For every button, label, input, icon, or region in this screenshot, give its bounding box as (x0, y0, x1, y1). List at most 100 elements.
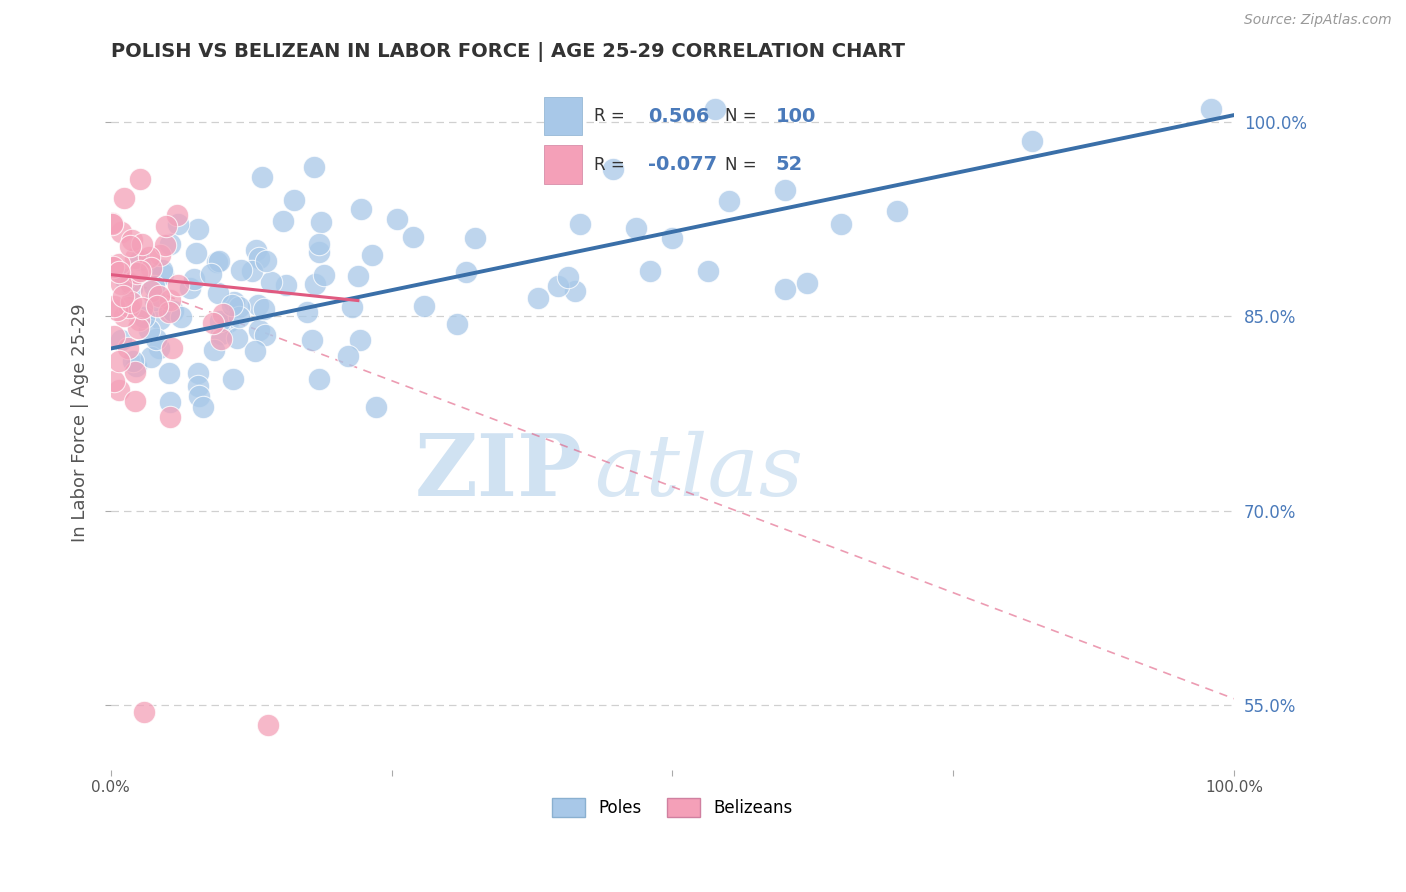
Point (245, 243, 267, 257)
Point (155, 219, 177, 234)
Point (297, 304, 319, 318)
Point (101, 260, 124, 274)
Point (162, 304, 184, 318)
Point (337, 349, 360, 363)
Point (602, 161, 624, 176)
Point (159, 410, 181, 425)
Point (301, 333, 323, 347)
Text: ZIP: ZIP (415, 430, 582, 514)
Point (159, 236, 181, 251)
Point (110, 226, 132, 240)
Point (221, 298, 243, 312)
Point (308, 244, 330, 259)
Point (830, 217, 852, 231)
Point (170, 310, 193, 324)
Point (222, 295, 245, 310)
Point (886, 204, 908, 219)
Point (526, 291, 548, 305)
Point (366, 400, 388, 414)
Point (717, 194, 740, 209)
Point (253, 328, 276, 343)
Point (412, 299, 434, 313)
Point (139, 284, 162, 298)
Point (103, 299, 125, 313)
Point (101, 260, 124, 274)
Point (138, 322, 160, 336)
Point (157, 366, 180, 380)
Point (547, 279, 569, 293)
Point (302, 160, 325, 174)
Point (103, 374, 125, 388)
Point (1021, 134, 1043, 148)
Y-axis label: In Labor Force | Age 25-29: In Labor Force | Age 25-29 (72, 304, 89, 542)
Point (152, 267, 174, 281)
Point (114, 272, 136, 286)
Point (208, 254, 231, 268)
Point (131, 236, 153, 251)
Point (402, 229, 425, 244)
Point (308, 372, 330, 386)
Point (153, 238, 176, 252)
Point (100, 216, 122, 230)
Point (184, 246, 207, 260)
Point (226, 331, 249, 345)
Point (304, 277, 326, 292)
Point (205, 255, 228, 269)
Point (314, 268, 336, 283)
Point (209, 327, 232, 342)
Text: POLISH VS BELIZEAN IN LABOR FORCE | AGE 25-29 CORRELATION CHART: POLISH VS BELIZEAN IN LABOR FORCE | AGE … (111, 42, 905, 62)
Point (160, 341, 183, 355)
Text: atlas: atlas (593, 430, 803, 513)
Point (696, 264, 718, 278)
Point (187, 222, 209, 236)
Point (456, 265, 478, 279)
Point (217, 315, 239, 329)
Point (128, 171, 150, 186)
Point (283, 193, 305, 207)
Text: Source: ZipAtlas.com: Source: ZipAtlas.com (1244, 13, 1392, 28)
Point (661, 231, 683, 245)
Point (254, 253, 277, 268)
Point (464, 230, 486, 244)
Point (350, 202, 373, 216)
Point (246, 298, 269, 312)
Point (129, 264, 152, 278)
Point (111, 289, 134, 303)
Point (108, 383, 131, 397)
Point (222, 371, 245, 385)
Point (349, 333, 371, 347)
Point (124, 393, 146, 408)
Point (159, 395, 181, 409)
Point (166, 278, 188, 293)
Point (568, 217, 591, 231)
Point (187, 378, 209, 392)
Point (141, 261, 163, 276)
Point (247, 251, 270, 265)
Point (257, 717, 280, 731)
Point (149, 312, 172, 326)
Point (108, 354, 131, 368)
Point (202, 316, 225, 330)
Point (242, 264, 264, 278)
Point (187, 389, 209, 403)
Point (446, 317, 468, 331)
Point (253, 302, 276, 317)
Point (243, 343, 266, 358)
Point (114, 310, 136, 324)
Point (124, 252, 146, 266)
Point (146, 299, 169, 313)
Point (1201, 102, 1223, 116)
Point (124, 365, 146, 379)
Point (110, 333, 132, 347)
Point (110, 277, 132, 291)
Point (703, 102, 725, 116)
Point (228, 300, 250, 314)
Point (139, 350, 162, 364)
Point (127, 320, 149, 334)
Point (132, 310, 155, 325)
Point (138, 250, 160, 264)
Point (117, 341, 139, 355)
Point (149, 248, 172, 262)
Point (105, 302, 128, 317)
Point (340, 300, 363, 314)
